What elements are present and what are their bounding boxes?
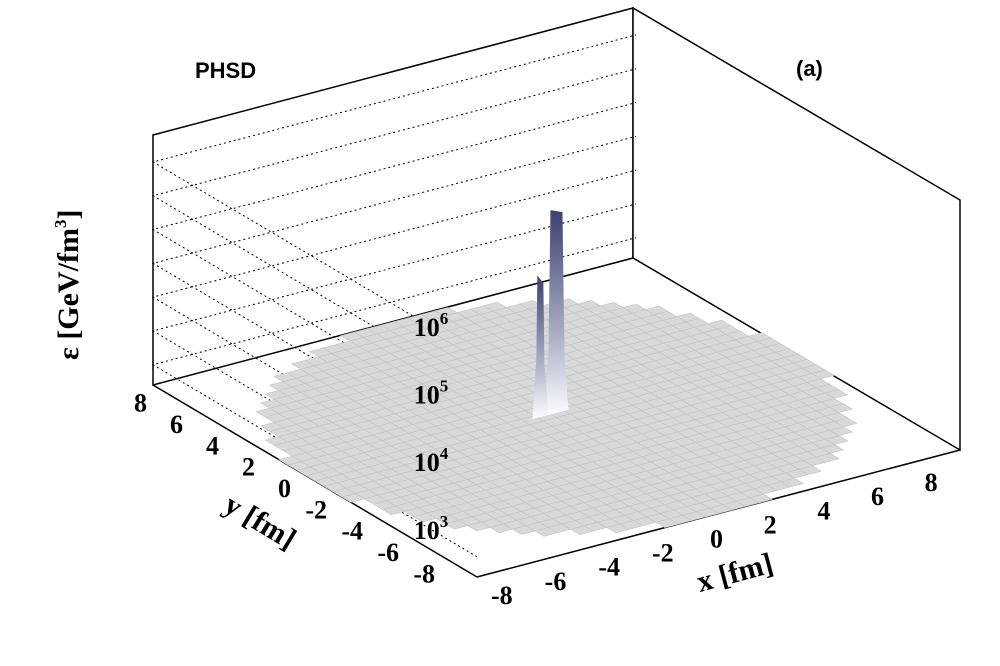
z-axis-label-close: ] xyxy=(52,210,85,220)
plateau-cell xyxy=(599,301,624,312)
x-tick-label: 8 xyxy=(925,468,938,497)
x-tick-label: 6 xyxy=(871,482,884,511)
chart-title: PHSD xyxy=(195,58,256,83)
y-tick-label: 0 xyxy=(278,474,291,503)
y-tick-label: -4 xyxy=(341,517,363,546)
x-tick-label: 2 xyxy=(764,510,777,539)
x-tick-label: -2 xyxy=(652,539,674,568)
x-axis-label: x [fm] xyxy=(693,547,776,599)
plateau-cell xyxy=(675,312,700,323)
y-tick-label: -2 xyxy=(305,495,327,524)
z-tick-labels: 103 104 105 106 xyxy=(414,309,449,545)
x-tick-labels: -8 -6 -4 -2 0 2 4 6 8 xyxy=(491,468,938,610)
z-gridline xyxy=(151,68,637,389)
plateau-cell xyxy=(644,305,669,316)
z-tick-label: 105 xyxy=(414,377,449,410)
x-tick-label: 0 xyxy=(710,525,723,554)
panel-label: (a) xyxy=(796,56,823,81)
y-tick-label: -8 xyxy=(413,559,435,588)
x-tick-label: -8 xyxy=(491,581,513,610)
peak-spike xyxy=(532,275,549,420)
y-tick-label: 2 xyxy=(242,453,255,482)
z-gridline xyxy=(151,34,637,355)
plateau-cell xyxy=(622,303,647,314)
plateau-cell xyxy=(707,319,732,330)
z-tick-label: 106 xyxy=(414,309,449,342)
z-axis-label-sup: 3 xyxy=(51,220,70,229)
plateau-cell xyxy=(747,332,772,342)
y-tick-label: -6 xyxy=(377,538,399,567)
plateau-cell xyxy=(433,307,458,317)
peak-surface xyxy=(532,210,569,420)
plateau-cell xyxy=(483,301,508,312)
plateau-cell xyxy=(577,300,602,310)
z-tick-label: 103 xyxy=(414,512,449,545)
x-tick-label: -6 xyxy=(545,567,567,596)
z-axis-label-main: ε [GeV/fm xyxy=(52,228,85,360)
z-tick-label: 104 xyxy=(414,444,449,477)
y-tick-label: 6 xyxy=(170,410,183,439)
x-tick-label: -4 xyxy=(598,553,620,582)
x-tick-label: 4 xyxy=(817,496,830,525)
y-tick-label: 4 xyxy=(206,431,219,460)
y-tick-label: 8 xyxy=(134,389,147,418)
plateau-surface xyxy=(255,298,858,537)
peak-spike xyxy=(544,210,569,417)
z-axis-label: ε [GeV/fm3] xyxy=(51,210,85,360)
